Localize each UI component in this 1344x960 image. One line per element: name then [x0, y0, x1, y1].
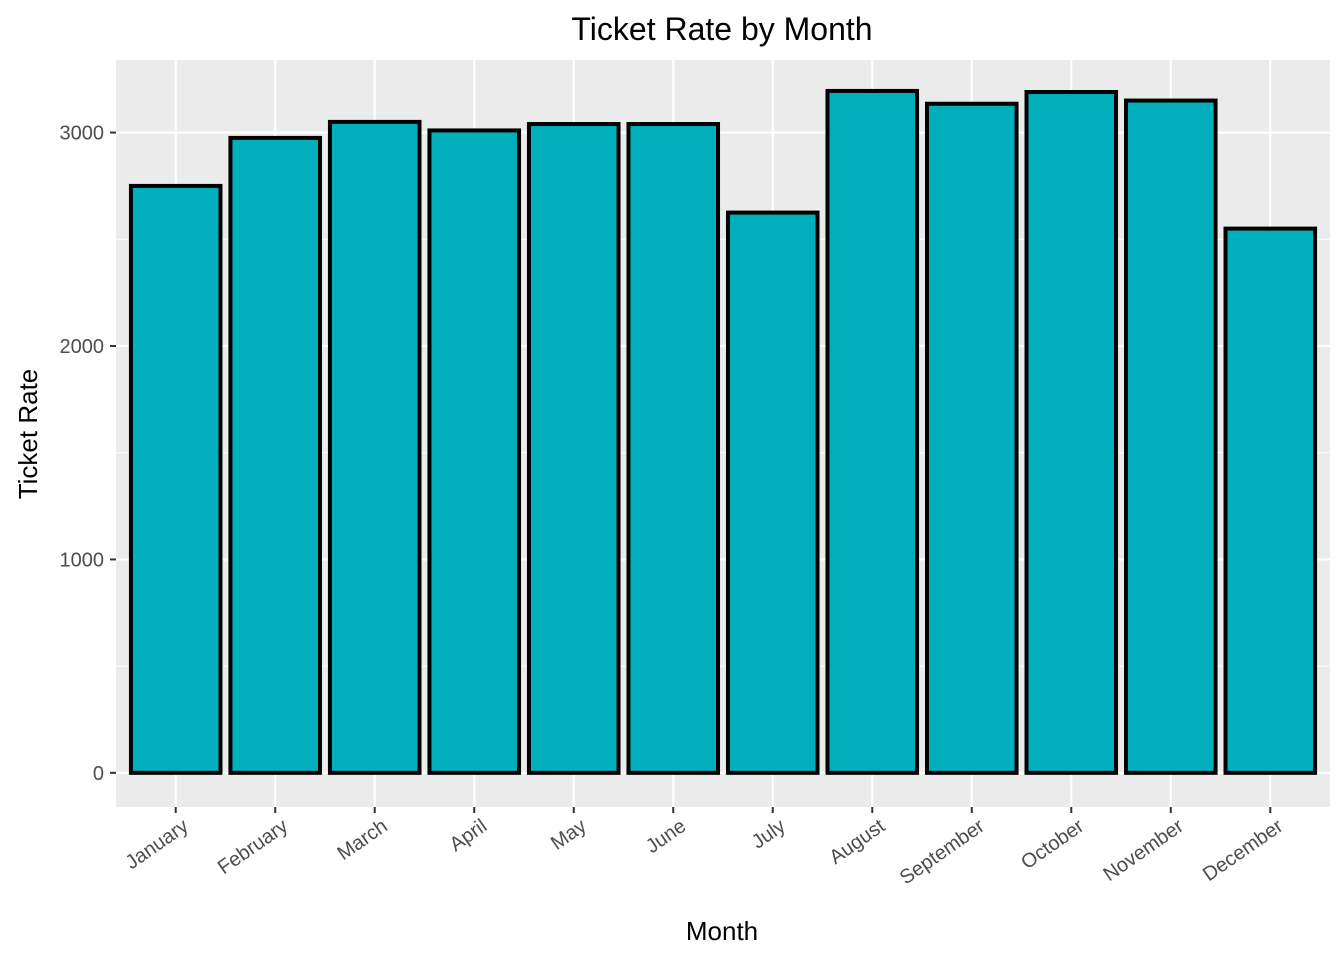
bar-february [228, 135, 322, 775]
bar-april [427, 128, 522, 775]
y-tick-label: 3000 [60, 123, 105, 145]
x-tick-label: April [446, 815, 491, 856]
x-tick-label: June [642, 815, 690, 858]
bar-august [825, 88, 920, 775]
bar-june [626, 122, 721, 775]
y-tick-label: 1000 [60, 549, 105, 571]
bar-may [526, 122, 621, 775]
y-axis-ticks: 0 1000 2000 3000 [60, 123, 116, 785]
x-axis-title: Month [686, 916, 758, 946]
bar-july [725, 210, 820, 775]
bar-november [1124, 98, 1218, 775]
x-tick-label: August [826, 815, 890, 869]
x-axis-ticks: January February March April May June July Augu… [122, 807, 1287, 889]
x-tick-label: October [1017, 815, 1088, 874]
x-tick-label: March [333, 815, 391, 865]
y-axis-title: Ticket Rate [13, 369, 43, 500]
x-tick-label: November [1099, 815, 1187, 886]
y-tick-label: 0 [93, 763, 104, 785]
x-tick-label: February [214, 815, 292, 879]
x-tick-label: December [1199, 815, 1287, 886]
y-tick-label: 2000 [60, 336, 105, 358]
bars [128, 88, 1318, 775]
bar-october [1024, 90, 1119, 775]
x-tick-label: July [748, 815, 790, 853]
x-tick-label: January [122, 815, 193, 874]
bar-december [1223, 226, 1318, 775]
x-tick-label: May [547, 815, 591, 855]
bar-september [924, 101, 1019, 775]
x-tick-label: September [896, 815, 989, 889]
bar-january [128, 183, 223, 775]
bar-march [327, 119, 422, 775]
chart-title: Ticket Rate by Month [571, 11, 872, 47]
